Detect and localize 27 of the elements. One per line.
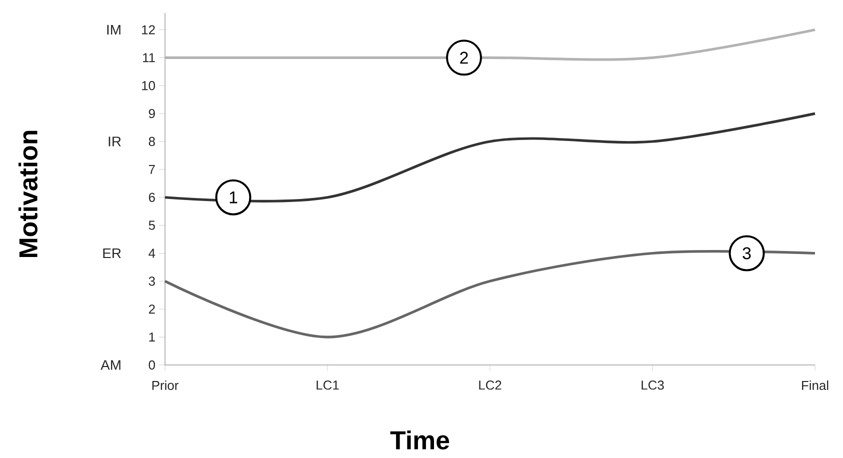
annotation: 2 — [460, 52, 468, 64]
annotation: 3 — [742, 247, 751, 260]
annotation: 1 — [230, 192, 238, 204]
y-tick-label: 7 — [148, 164, 155, 174]
y-tick-label: 2 — [148, 304, 155, 314]
y-tick-label: 9 — [148, 108, 155, 118]
y-tick-label: 4 — [148, 248, 156, 258]
text: AM — [100, 360, 120, 370]
y-tick-label: 3 — [148, 276, 155, 286]
y-tick-label: 11 — [143, 53, 155, 62]
text: IM — [107, 24, 120, 35]
y-tick-label: 0 — [148, 360, 155, 370]
y-tick-label: 8 — [148, 136, 155, 146]
x-tick-label: Prior — [152, 380, 178, 390]
x-tick-label: LC3 — [642, 380, 664, 390]
y-tick-label: 5 — [148, 220, 155, 230]
text: ER — [103, 248, 121, 258]
y-tick-label: 6 — [148, 192, 155, 202]
text: IR — [108, 136, 121, 146]
y-tick-label: 1 — [149, 332, 155, 342]
x-axis-title: Time — [390, 430, 450, 450]
x-tick-label: LC2 — [479, 380, 502, 390]
x-tick-label: Final — [802, 380, 828, 390]
y-tick-label: 10 — [142, 81, 155, 90]
x-tick-label: LC1 — [316, 380, 339, 390]
y-tick-label: 12 — [142, 25, 155, 34]
y-axis-title: Motivation — [18, 130, 38, 258]
